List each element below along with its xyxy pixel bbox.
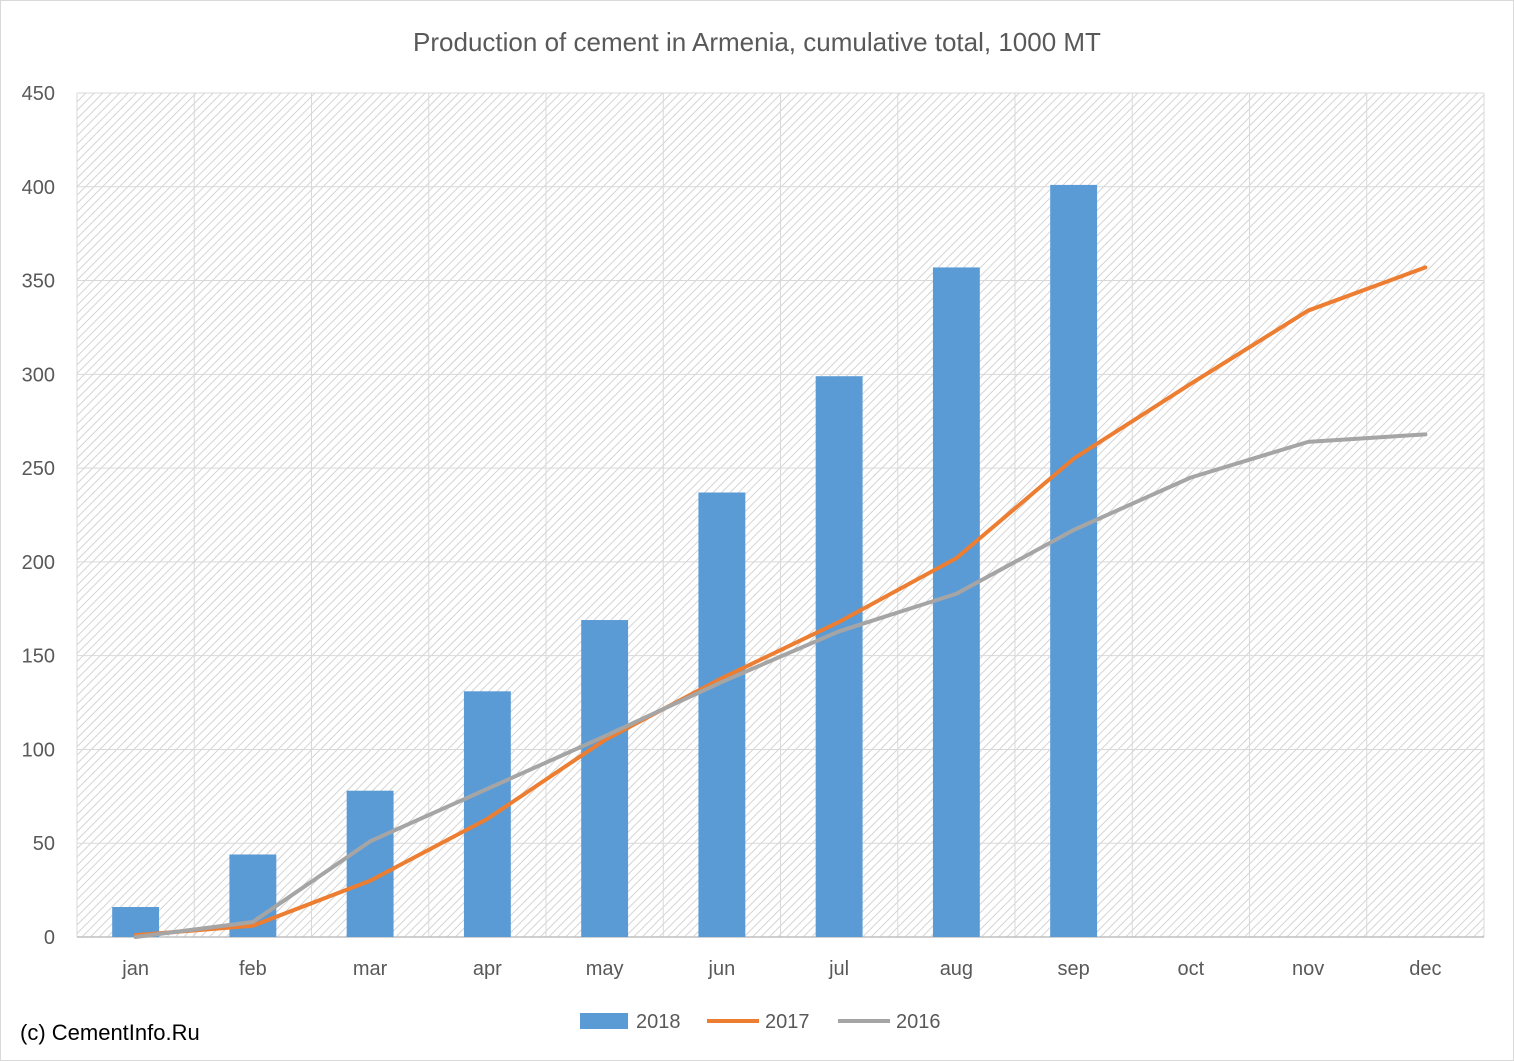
plot-area: 0 50 100 150 200 250 300 350 400 450 jan feb mar apr m… xyxy=(22,83,1485,980)
series-line-2017 xyxy=(133,265,1428,938)
bar-2018 xyxy=(581,620,629,937)
legend-swatch-2018 xyxy=(580,1013,628,1029)
y-tick-label: 50 xyxy=(33,833,55,855)
x-tick-label: nov xyxy=(1292,958,1324,980)
y-tick-label: 400 xyxy=(22,177,55,199)
chart-title: Production of cement in Armenia, cumulat… xyxy=(413,27,1101,57)
y-tick-label: 350 xyxy=(22,271,55,293)
x-tick-label: aug xyxy=(940,958,973,980)
x-tick-label: mar xyxy=(353,958,388,980)
bar-2018 xyxy=(463,691,511,937)
x-tick-label: jun xyxy=(708,958,736,980)
bar-2018 xyxy=(815,376,863,938)
x-tick-label: oct xyxy=(1178,958,1205,980)
bar-2018 xyxy=(346,790,394,937)
y-tick-label: 0 xyxy=(44,927,55,949)
legend: 2018 2017 2016 xyxy=(580,1011,941,1033)
legend-label-2017: 2017 xyxy=(765,1011,810,1033)
credit-text: (c) CementInfo.Ru xyxy=(20,1020,200,1045)
y-tick-label: 100 xyxy=(22,739,55,761)
x-tick-label: jul xyxy=(828,958,849,980)
bar-2018 xyxy=(1050,184,1098,937)
y-tick-label: 450 xyxy=(22,83,55,105)
y-tick-label: 150 xyxy=(22,646,55,668)
y-tick-label: 250 xyxy=(22,458,55,480)
x-tick-label: feb xyxy=(239,958,267,980)
x-tick-label: dec xyxy=(1409,958,1441,980)
x-tick-label: jan xyxy=(121,958,149,980)
legend-label-2016: 2016 xyxy=(896,1011,941,1033)
x-tick-label: apr xyxy=(473,958,502,980)
y-tick-label: 200 xyxy=(22,552,55,574)
series-line-2016 xyxy=(133,432,1428,939)
bar-2018 xyxy=(698,492,746,937)
x-tick-label: sep xyxy=(1058,958,1090,980)
x-tick-label: may xyxy=(586,958,624,980)
legend-label-2018: 2018 xyxy=(636,1011,681,1033)
y-tick-label: 300 xyxy=(22,364,55,386)
bar-2018 xyxy=(932,267,980,938)
